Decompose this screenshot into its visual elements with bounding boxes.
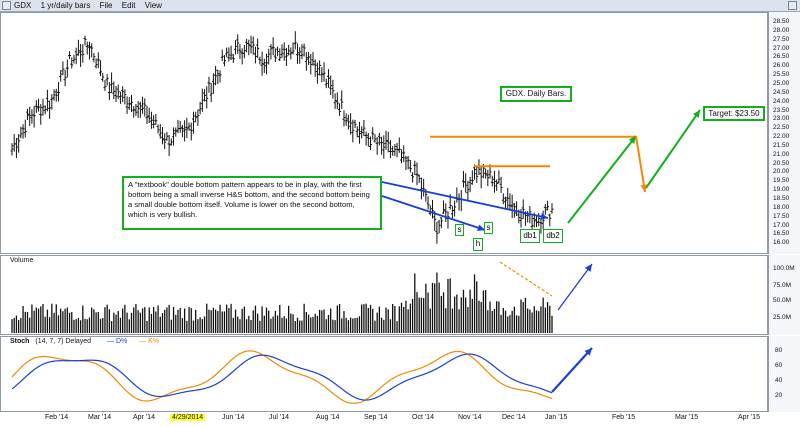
label-db2-text: db2 (546, 231, 560, 240)
label-h: h (473, 238, 483, 251)
price-tick: 24.50 (773, 88, 790, 96)
price-tick: 28.00 (773, 26, 790, 34)
price-tick: 21.50 (773, 141, 790, 149)
chart-label-text: GDX. Daily Bars. (505, 89, 567, 98)
label-s1-text: s (457, 225, 462, 234)
price-tick: 19.00 (773, 186, 790, 194)
symbol-label[interactable]: GDX (14, 1, 32, 10)
title-bar: GDX 1 yr/daily bars File Edit View (0, 0, 800, 12)
window-menu-icon[interactable] (2, 1, 11, 10)
price-tick: 17.00 (773, 221, 790, 229)
volume-tick: 100.0M (773, 265, 795, 272)
close-icon[interactable] (788, 1, 797, 10)
x-tick: Oct '14 (412, 414, 434, 421)
price-tick: 23.00 (773, 115, 790, 123)
stoch-title: Stoch (14, 7, 7) Delayed — D% — K% (10, 338, 159, 345)
label-s2: s (484, 222, 493, 234)
stoch-tick: 80 (775, 347, 783, 354)
price-pane (0, 12, 768, 254)
x-tick: Jun '14 (222, 414, 245, 421)
stoch-label: Stoch (10, 338, 30, 345)
price-tick: 22.50 (773, 124, 790, 132)
price-tick: 20.00 (773, 168, 790, 176)
volume-tick: 25.0M (773, 314, 792, 321)
price-tick: 28.50 (773, 18, 790, 25)
price-tick: 22.00 (773, 133, 790, 141)
description-text: A "textbook" double bottom pattern appea… (128, 180, 370, 219)
price-axis (768, 12, 800, 254)
stoch-tick: 40 (775, 377, 783, 384)
price-tick: 25.00 (773, 79, 790, 87)
stoch-params: (14, 7, 7) Delayed (35, 338, 92, 345)
x-tick: Apr '14 (133, 414, 155, 421)
description-box: A "textbook" double bottom pattern appea… (122, 176, 382, 230)
x-tick: Sep '14 (364, 414, 388, 421)
price-tick: 16.00 (773, 239, 790, 247)
stoch-tick: 60 (775, 362, 783, 369)
target-box: Target: $23.50 (703, 106, 765, 121)
label-s2-text: s (486, 223, 491, 232)
price-tick: 27.50 (773, 35, 790, 43)
volume-pane (0, 255, 768, 335)
volume-tick: 75.0M (773, 282, 792, 289)
x-tick: Jul '14 (269, 414, 290, 421)
menu-view[interactable]: View (144, 1, 162, 10)
label-s1: s (455, 224, 464, 236)
stoch-k-legend: — K% (139, 338, 160, 345)
x-tick: Aug '14 (316, 414, 340, 421)
price-tick: 21.00 (773, 150, 790, 158)
price-tick: 24.00 (773, 97, 790, 105)
x-tick: Apr '15 (738, 414, 760, 421)
x-tick: Mar '15 (675, 414, 699, 421)
volume-tick: 50.0M (773, 297, 792, 304)
x-tick: Nov '14 (458, 414, 482, 421)
x-tick: Mar '14 (88, 414, 112, 421)
stoch-pane (0, 336, 768, 412)
x-tick: Jan '15 (545, 414, 568, 421)
stoch-tick: 20 (775, 392, 783, 399)
menu-edit[interactable]: Edit (121, 1, 136, 10)
price-tick: 19.50 (773, 177, 790, 185)
stoch-k-label: K% (148, 338, 160, 345)
price-tick: 23.50 (773, 106, 790, 114)
label-h-text: h (475, 239, 481, 248)
price-tick: 18.50 (773, 195, 790, 202)
price-tick: 17.50 (773, 212, 790, 220)
volume-axis (768, 255, 800, 335)
interval-label[interactable]: 1 yr/daily bars (40, 1, 91, 10)
x-tick: Feb '15 (612, 414, 636, 421)
price-tick: 18.00 (773, 203, 790, 211)
x-tick: Dec '14 (502, 414, 526, 421)
stoch-d-label: D% (115, 338, 128, 345)
label-db2: db2 (543, 229, 563, 243)
price-tick: 25.50 (773, 71, 790, 79)
chart-label-box: GDX. Daily Bars. (500, 86, 572, 102)
target-text: Target: $23.50 (708, 109, 760, 118)
price-tick: 16.50 (773, 230, 790, 238)
label-db1: db1 (520, 229, 540, 243)
volume-title: Volume (10, 257, 34, 264)
price-tick: 27.00 (773, 44, 790, 52)
price-tick: 26.00 (773, 62, 790, 70)
x-tick: 4/29/2014 (170, 414, 206, 421)
label-db1-text: db1 (523, 231, 537, 240)
price-tick: 20.50 (773, 159, 790, 167)
price-tick: 26.50 (773, 53, 790, 61)
x-tick: Feb '14 (45, 414, 69, 421)
stoch-axis (768, 336, 800, 412)
stoch-d-legend: — D% (107, 338, 128, 345)
menu-file[interactable]: File (99, 1, 113, 10)
